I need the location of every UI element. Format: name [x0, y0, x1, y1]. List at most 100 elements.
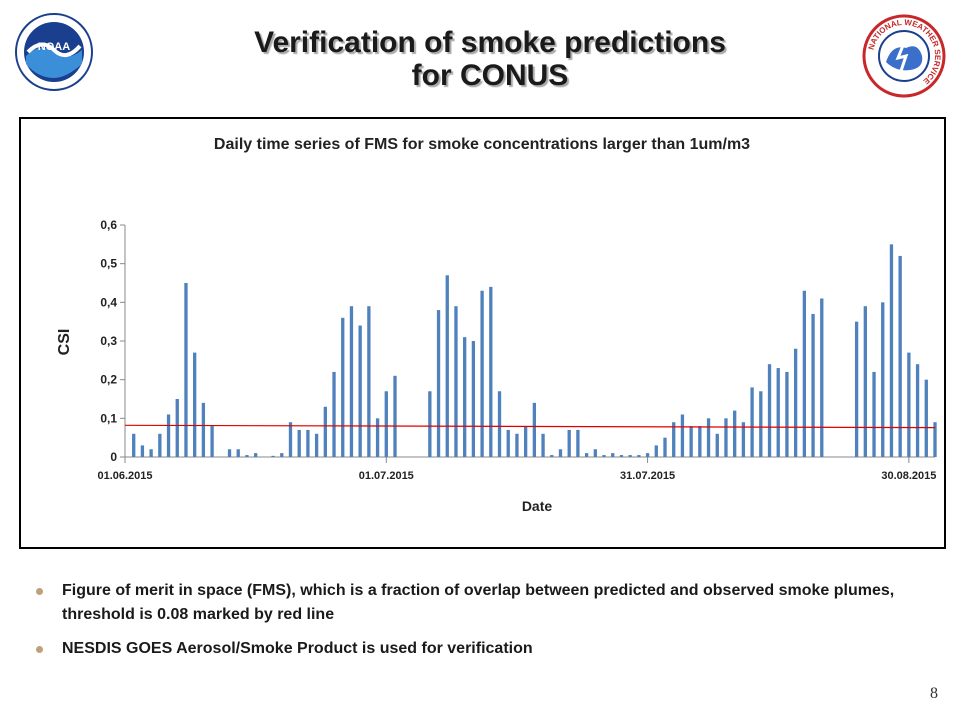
bar	[140, 445, 145, 457]
bar	[384, 391, 388, 457]
bar	[323, 406, 327, 457]
bullet-dot-icon	[36, 588, 43, 595]
bar	[463, 337, 467, 457]
bar	[750, 387, 754, 457]
bar	[680, 414, 685, 457]
x-tick-label: 01.07.2015	[359, 470, 414, 482]
bar	[471, 341, 476, 457]
bar	[253, 453, 258, 457]
y-tick-label: 0,6	[100, 218, 117, 232]
fms-bar-chart: Daily time series of FMS for smoke conce…	[56, 136, 937, 514]
bar	[698, 426, 702, 457]
bar	[497, 391, 502, 457]
chart-title: Daily time series of FMS for smoke conce…	[214, 136, 750, 153]
bar	[645, 453, 650, 457]
bar	[767, 364, 772, 457]
bar	[619, 455, 624, 457]
bar	[297, 429, 301, 457]
bar	[306, 429, 310, 457]
bar	[523, 426, 528, 457]
y-tick-label: 0,3	[100, 334, 117, 348]
noaa-logo-text: NOAA	[38, 41, 70, 53]
page-number: 8	[930, 685, 938, 702]
bar	[637, 455, 641, 457]
bar	[532, 402, 537, 457]
bar	[227, 449, 232, 457]
bar	[428, 391, 432, 457]
y-tick-label: 0,2	[100, 373, 117, 387]
bar	[759, 391, 763, 457]
bar	[689, 426, 693, 457]
bar	[733, 410, 737, 457]
slide-title-line2: for CONUS	[411, 59, 569, 92]
bar	[820, 298, 824, 457]
bar	[436, 310, 441, 457]
bar	[375, 418, 380, 457]
y-tick-label: 0,4	[100, 295, 117, 309]
bar	[567, 429, 571, 457]
x-axis-label: Date	[522, 498, 553, 514]
bullet-text: Figure of merit in space (FMS), which is…	[62, 582, 895, 623]
bar	[802, 290, 807, 457]
bullet-item-nesdis: NESDIS GOES Aerosol/Smoke Product is use…	[36, 637, 916, 661]
bar	[863, 306, 867, 457]
bar	[489, 286, 493, 457]
slide-title-line1: Verification of smoke predictions	[254, 26, 726, 59]
bar	[341, 317, 345, 457]
bar	[889, 244, 894, 457]
bar	[541, 433, 545, 457]
bar	[288, 422, 293, 457]
bar	[715, 433, 719, 457]
bar	[741, 422, 746, 457]
noaa-logo-icon: NOAA	[15, 13, 93, 91]
bar	[480, 290, 484, 457]
bar	[558, 449, 563, 457]
bar	[158, 433, 162, 457]
bar	[724, 418, 728, 457]
bar	[445, 275, 449, 457]
bullet-item-fms: Figure of merit in space (FMS), which is…	[36, 579, 916, 627]
bar	[245, 455, 249, 457]
bar	[785, 371, 789, 457]
bar	[706, 418, 711, 457]
slide-title: Verification of smoke predictions for CO…	[160, 26, 820, 92]
bar	[854, 321, 859, 457]
bar	[593, 449, 597, 457]
bar	[236, 449, 240, 457]
bar	[201, 402, 206, 457]
bar	[584, 453, 589, 457]
bar	[332, 371, 336, 457]
bar	[654, 445, 658, 457]
bar	[132, 433, 136, 457]
bar	[602, 455, 606, 457]
bar	[175, 399, 179, 457]
bar	[271, 455, 275, 457]
y-axis: 0 0,1 0,2 0,3 0,4 0,5 0,6	[100, 218, 126, 464]
bar	[907, 352, 911, 457]
bar	[393, 375, 397, 457]
bar	[793, 348, 798, 457]
bar	[881, 302, 885, 457]
bar	[550, 455, 554, 457]
y-axis-label: CSI	[56, 329, 73, 356]
bar	[358, 325, 362, 457]
bar	[776, 368, 780, 457]
bar	[672, 422, 676, 457]
bar	[454, 306, 458, 457]
bar	[367, 306, 371, 457]
chart-frame: Daily time series of FMS for smoke conce…	[19, 117, 946, 549]
bar	[611, 453, 615, 457]
bar	[166, 414, 171, 457]
bar	[149, 449, 153, 457]
x-tick-label: 30.08.2015	[881, 470, 936, 482]
y-tick-label: 0	[110, 450, 117, 464]
bar	[349, 306, 354, 457]
bar	[210, 426, 214, 457]
bar	[924, 379, 928, 457]
bullet-text: NESDIS GOES Aerosol/Smoke Product is use…	[62, 640, 533, 657]
bullet-dot-icon	[36, 646, 43, 653]
bar	[811, 313, 815, 457]
bullet-list: Figure of merit in space (FMS), which is…	[36, 579, 916, 671]
bar	[898, 255, 902, 457]
noaa-logo: NOAA	[14, 12, 94, 92]
